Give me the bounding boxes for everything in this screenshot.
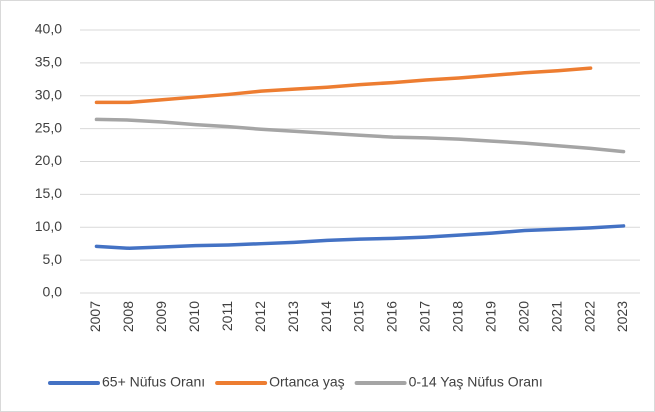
x-tick-label: 2015	[351, 301, 367, 332]
x-tick-label: 2016	[384, 301, 400, 332]
x-tick-label: 2010	[186, 301, 202, 332]
series-line	[94, 224, 626, 251]
y-tick-label: 35,0	[35, 54, 62, 70]
series-line	[94, 117, 626, 154]
x-tick-label: 2018	[450, 301, 466, 332]
legend-label: Ortanca yaş	[269, 374, 344, 390]
x-tick-label: 2023	[614, 301, 630, 332]
x-tick-label: 2020	[515, 301, 531, 332]
y-tick-label: 0,0	[43, 284, 63, 300]
y-tick-label: 30,0	[35, 86, 62, 102]
x-tick-label: 2021	[548, 301, 564, 332]
y-tick-label: 25,0	[35, 119, 62, 135]
series-line	[94, 66, 593, 105]
legend-label: 65+ Nüfus Oranı	[102, 374, 205, 390]
y-tick-label: 5,0	[43, 251, 63, 267]
x-tick-label: 2011	[219, 301, 235, 331]
x-tick-label: 2022	[581, 301, 597, 332]
x-tick-label: 2007	[87, 301, 103, 332]
x-tick-label: 2014	[318, 301, 334, 332]
y-tick-label: 20,0	[35, 152, 62, 168]
y-tick-label: 10,0	[35, 218, 62, 234]
x-tick-label: 2012	[252, 301, 268, 332]
y-tick-label: 15,0	[35, 185, 62, 201]
x-tick-label: 2009	[153, 301, 169, 332]
y-tick-label: 40,0	[35, 21, 62, 37]
x-tick-label: 2017	[417, 301, 433, 332]
x-tick-label: 2019	[482, 301, 498, 332]
x-tick-label: 2013	[285, 301, 301, 332]
x-tick-label: 2008	[120, 301, 136, 332]
legend-label: 0-14 Yaş Nüfus Oranı	[409, 374, 543, 390]
